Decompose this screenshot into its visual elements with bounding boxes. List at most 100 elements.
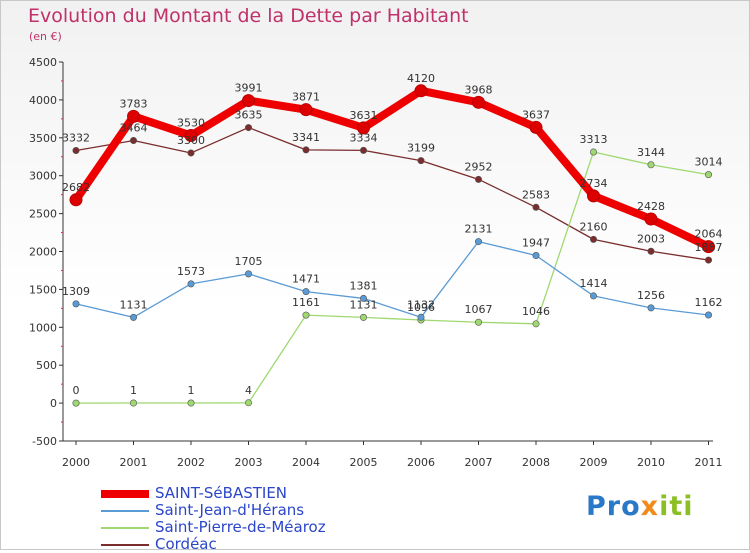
data-point — [245, 124, 253, 132]
data-point — [704, 171, 712, 179]
data-point — [647, 247, 655, 255]
series-line — [75, 151, 710, 404]
data-point — [587, 189, 600, 203]
data-label: 1705 — [235, 255, 263, 268]
data-label: 3968 — [465, 83, 493, 96]
legend-label: Cordéac — [155, 535, 217, 553]
y-tick-label: 500 — [36, 359, 57, 372]
data-label: 1131 — [350, 298, 378, 311]
data-label: 1887 — [695, 241, 723, 254]
data-label: 2583 — [522, 188, 550, 201]
data-point — [414, 84, 428, 98]
y-tick-label: 4500 — [29, 56, 57, 69]
data-label: 2131 — [465, 223, 493, 236]
data-point — [130, 137, 138, 145]
data-label: 3631 — [350, 109, 378, 122]
data-label: 1 — [188, 384, 195, 397]
x-tick-label: 2007 — [465, 456, 493, 469]
data-label: 2682 — [62, 181, 90, 194]
data-point — [472, 95, 485, 109]
data-label: 1471 — [292, 273, 320, 286]
data-label: 4120 — [407, 72, 435, 85]
legend-swatch — [101, 489, 149, 498]
logo-part-3: iti — [659, 491, 694, 522]
x-tick-label: 2002 — [177, 456, 205, 469]
chart-title: Evolution du Montant de la Dette par Hab… — [28, 5, 469, 27]
legend-swatch — [101, 526, 149, 529]
data-label: 3014 — [695, 156, 723, 169]
data-point — [69, 193, 83, 207]
data-label: 0 — [73, 384, 80, 397]
data-point — [245, 270, 253, 278]
legend-item: Saint-Pierre-de-Méaroz — [101, 519, 326, 536]
y-tick-label: 4000 — [29, 94, 57, 107]
x-tick-label: 2004 — [292, 456, 320, 469]
y-tick-label: 3000 — [29, 170, 57, 183]
x-tick-label: 2003 — [235, 456, 263, 469]
data-point — [359, 313, 367, 321]
data-label: 2952 — [465, 160, 493, 173]
legend-label: Saint-Pierre-de-Méaroz — [155, 518, 326, 536]
data-label: 1947 — [522, 237, 550, 250]
data-point — [529, 120, 543, 134]
data-label: 3991 — [235, 82, 263, 95]
y-tick-label: 3500 — [29, 132, 57, 145]
x-tick-label: 2009 — [580, 456, 608, 469]
data-point — [417, 157, 425, 165]
data-point — [647, 161, 655, 169]
legend-item: Saint-Jean-d'Hérans — [101, 502, 326, 519]
data-point — [357, 121, 370, 135]
data-point — [647, 304, 655, 312]
data-label: 3300 — [177, 134, 205, 147]
x-tick-label: 2005 — [350, 456, 378, 469]
y-tick-label: -500 — [32, 435, 57, 448]
legend-label: Saint-Jean-d'Hérans — [155, 501, 305, 519]
data-point — [417, 313, 425, 321]
x-tick-label: 2000 — [62, 456, 90, 469]
data-label: 3871 — [292, 91, 320, 104]
data-label: 1573 — [177, 265, 205, 278]
y-tick-label: 2500 — [29, 208, 57, 221]
data-point — [532, 203, 540, 211]
x-tick-label: 2008 — [522, 456, 550, 469]
data-point — [302, 311, 310, 319]
data-label: 2003 — [637, 232, 665, 245]
data-point — [474, 175, 482, 183]
logo-part-2: x — [640, 491, 660, 522]
data-label: 1162 — [695, 296, 723, 309]
data-label: 2734 — [580, 177, 608, 190]
data-label: 1067 — [465, 303, 493, 316]
data-point — [532, 252, 540, 260]
logo-part-1: Pro — [586, 491, 641, 522]
data-label: 1309 — [62, 285, 90, 298]
x-tick-label: 2010 — [637, 456, 665, 469]
data-label: 1381 — [350, 279, 378, 292]
data-point — [242, 94, 255, 108]
data-point — [589, 292, 597, 300]
series-line — [75, 126, 710, 261]
data-point — [702, 240, 715, 254]
legend-item: SAINT-SéBASTIEN — [101, 485, 326, 502]
data-point — [704, 311, 712, 319]
data-label: 1 — [130, 384, 137, 397]
data-point — [245, 399, 253, 407]
data-point — [184, 129, 198, 143]
legend-swatch — [101, 509, 149, 512]
data-label: 4 — [245, 384, 252, 397]
data-label: 2428 — [637, 200, 665, 213]
data-label: 3144 — [637, 146, 665, 159]
data-label: 1161 — [292, 296, 320, 309]
data-point — [474, 238, 482, 246]
data-label: 3313 — [580, 133, 608, 146]
data-label: 2160 — [580, 220, 608, 233]
data-point — [359, 294, 367, 302]
data-point — [644, 212, 658, 226]
chart-subtitle: (en €) — [29, 30, 62, 43]
data-label: 3637 — [522, 108, 550, 121]
data-label: 1256 — [637, 289, 665, 302]
data-label: 1132 — [407, 298, 435, 311]
data-point — [589, 235, 597, 243]
y-tick-label: 0 — [50, 397, 57, 410]
